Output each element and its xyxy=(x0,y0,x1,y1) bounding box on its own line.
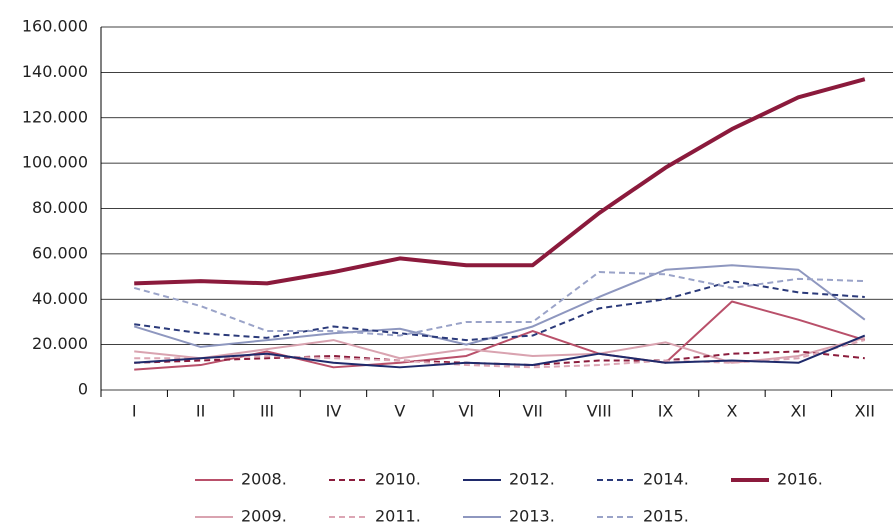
x-tick-label: IV xyxy=(326,402,342,421)
x-tick-label: XII xyxy=(855,402,875,421)
series-line xyxy=(134,280,865,342)
legend-label: 2011. xyxy=(375,507,421,526)
x-tick-label: VII xyxy=(523,402,543,421)
x-tick-label: III xyxy=(260,402,274,421)
legend-label: 2014. xyxy=(643,470,689,489)
y-tick-label: 20.000 xyxy=(32,334,88,353)
series-line xyxy=(134,77,866,286)
x-tick-label: I xyxy=(132,402,137,421)
x-tick-label: VI xyxy=(458,402,474,421)
x-tick-label: V xyxy=(394,402,405,421)
legend-label: 2013. xyxy=(509,507,555,526)
y-tick-label: 40.000 xyxy=(32,289,88,308)
y-tick-label: 140.000 xyxy=(22,62,88,81)
legend-label: 2016. xyxy=(777,470,823,489)
x-tick-label: XI xyxy=(791,402,807,421)
x-tick-label: VIII xyxy=(587,402,612,421)
y-tick-label: 160.000 xyxy=(22,17,88,36)
legend-label: 2008. xyxy=(241,470,287,489)
y-tick-label: 60.000 xyxy=(32,243,88,262)
y-tick-label: 100.000 xyxy=(22,153,88,172)
x-tick-label: IX xyxy=(658,402,674,421)
series-line xyxy=(133,264,866,348)
x-tick-label: II xyxy=(196,402,205,421)
legend-label: 2010. xyxy=(375,470,421,489)
y-tick-label: 0 xyxy=(78,380,88,399)
legend-label: 2012. xyxy=(509,470,555,489)
y-tick-label: 120.000 xyxy=(22,107,88,126)
legend-label: 2015. xyxy=(643,507,689,526)
y-tick-label: 80.000 xyxy=(32,198,88,217)
series-line xyxy=(134,334,866,369)
legend-label: 2009. xyxy=(241,507,287,526)
series-line xyxy=(134,339,866,369)
x-tick-label: X xyxy=(726,402,737,421)
series-line xyxy=(133,271,865,337)
